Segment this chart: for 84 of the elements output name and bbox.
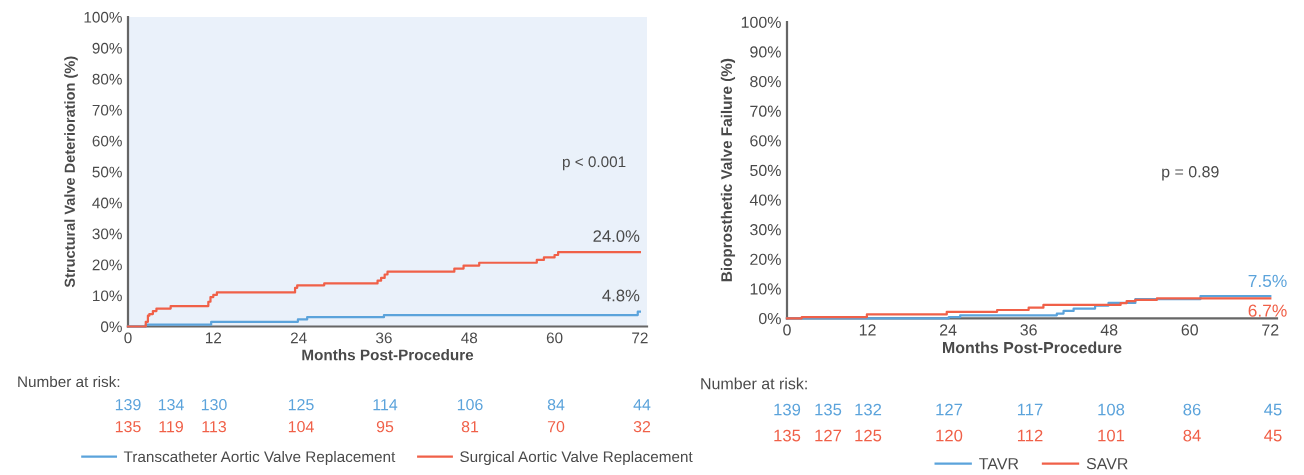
text: 125 [855, 429, 882, 442]
text: 135 [815, 403, 842, 416]
data-label: 6.7% [1248, 304, 1287, 317]
y-axis-title: Bioprosthetic Valve Failure (%) [720, 58, 736, 282]
text: 114 [373, 399, 398, 411]
text: 81 [461, 420, 479, 433]
y-tick-label: 100% [84, 11, 122, 23]
x-tick-label: 60 [546, 332, 563, 344]
y-tick-label: 60% [92, 135, 122, 147]
x-tick-label: 12 [859, 324, 876, 336]
text: 45 [1264, 429, 1282, 442]
text: 135 [774, 429, 801, 442]
y-tick-label: 10% [93, 290, 122, 302]
y-tick-label: 20% [750, 253, 781, 265]
y-tick-label: 40% [749, 194, 781, 206]
y-tick-label: 50% [92, 166, 122, 178]
text: 106 [457, 398, 483, 411]
text: 84 [1183, 429, 1201, 442]
text: 139 [774, 403, 801, 416]
y-axis-title: Structural Valve Deterioration (%) [64, 56, 78, 288]
y-tick-label: 90% [92, 42, 122, 54]
legend-label: Transcatheter Aortic Valve Replacement [123, 450, 396, 466]
annotation: p = 0.89 [1162, 166, 1219, 181]
text: 84 [547, 398, 565, 411]
x-tick-label: 36 [376, 332, 392, 344]
text: 44 [633, 399, 651, 411]
x-axis-title: Months Post-Procedure [943, 341, 1122, 354]
y-tick-label: 50% [750, 164, 781, 177]
x-tick-label: 12 [205, 332, 222, 344]
text: 120 [936, 429, 963, 442]
y-tick-label: 80% [750, 75, 781, 88]
x-tick-label: 72 [1262, 324, 1279, 336]
text: Number at risk: [701, 377, 807, 390]
y-tick-label: 40% [92, 197, 122, 209]
text: 108 [1098, 403, 1125, 416]
text: 127 [815, 429, 842, 442]
text: 32 [633, 420, 651, 433]
legend-label: TAVR [979, 458, 1019, 470]
annotation: 24.0% [593, 230, 640, 242]
text: 127 [936, 403, 963, 416]
text: 113 [202, 420, 227, 433]
y-tick-label: 90% [750, 46, 781, 58]
text: 101 [1098, 429, 1125, 442]
y-tick-label: 0% [100, 321, 122, 333]
x-tick-label: 0 [783, 324, 791, 336]
legend-label: Surgical Aortic Valve Replacement [460, 450, 693, 466]
text: 45 [1264, 403, 1282, 416]
y-tick-label: 10% [750, 283, 781, 295]
annotation: p < 0.001 [562, 156, 626, 171]
text: 117 [1017, 403, 1043, 416]
text: 139 [115, 398, 141, 411]
text: 135 [115, 420, 141, 433]
y-tick-label: 20% [92, 259, 122, 271]
x-tick-label: 48 [1100, 324, 1118, 336]
text: 125 [288, 398, 314, 411]
annotation: 4.8% [602, 289, 640, 302]
x-axis-title: Months Post-Procedure [302, 349, 474, 361]
text: 130 [201, 398, 227, 411]
text: 104 [288, 420, 314, 433]
text: 86 [1183, 403, 1201, 416]
y-tick-label: 80% [92, 73, 122, 85]
x-tick-label: 36 [1020, 324, 1037, 336]
y-tick-label: 70% [750, 105, 781, 117]
y-tick-label: 70% [92, 104, 122, 116]
text: 134 [158, 398, 184, 411]
y-tick-label: 30% [750, 224, 781, 236]
text: 112 [1017, 429, 1043, 442]
text: 132 [855, 403, 882, 416]
text: 119 [159, 420, 183, 433]
x-tick-label: 72 [632, 332, 648, 344]
text: Number at risk: [18, 375, 120, 388]
text: 70 [547, 420, 565, 433]
x-tick-label: 0 [124, 332, 132, 344]
x-tick-label: 24 [940, 324, 957, 336]
text: 95 [376, 420, 394, 433]
y-tick-label: 100% [741, 16, 781, 28]
data-label: 7.5% [1248, 274, 1287, 288]
x-tick-label: 24 [290, 332, 307, 344]
y-tick-label: 60% [750, 135, 781, 147]
y-tick-label: 0% [758, 312, 781, 325]
legend-label: SAVR [1086, 457, 1128, 470]
y-tick-label: 30% [92, 228, 122, 240]
x-tick-label: 60 [1181, 324, 1198, 336]
x-tick-label: 48 [461, 332, 478, 344]
